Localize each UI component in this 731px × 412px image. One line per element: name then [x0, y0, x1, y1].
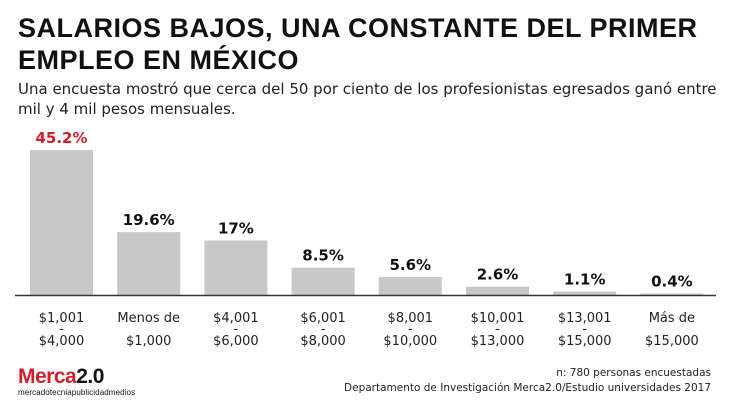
chart-subtitle: Una encuesta mostró que cerca del 50 por…	[18, 80, 717, 118]
value-label-4: 5.6%	[389, 256, 431, 274]
category-label-7: Más de $15,000	[645, 311, 699, 349]
category-label-6: $13,001 -$15,000	[558, 311, 612, 349]
logo-tagline: mercadotecniapublicidadmedios	[18, 388, 136, 397]
bar-1	[117, 232, 181, 295]
sample-size-note: n: 780 personas encuestadas	[556, 367, 711, 379]
category-label-5: $10,001 -$13,000	[471, 311, 525, 349]
value-label-0: 45.2%	[35, 129, 87, 147]
bar-6	[553, 291, 617, 295]
value-label-1: 19.6%	[123, 211, 175, 229]
bar-0	[30, 150, 93, 295]
value-label-3: 8.5%	[302, 247, 344, 265]
category-label-2: $4,001 -$6,000	[213, 311, 259, 349]
merca20-logo: Merca2.0 mercadotecniapublicidadmedios	[18, 366, 138, 402]
source-notes: n: 780 personas encuestadas Departamento…	[344, 366, 711, 396]
chart-title: SALARIOS BAJOS, UNA CONSTANTE DEL PRIMER…	[18, 13, 698, 75]
category-label-1: Menos de $1,000	[117, 311, 180, 349]
logo-wordmark: Merca2.0	[18, 365, 104, 388]
bar-5	[466, 286, 529, 295]
value-label-7: 0.4%	[651, 273, 693, 291]
category-label-0: $1,001 -$4,000	[39, 311, 85, 349]
value-label-6: 1.1%	[564, 270, 606, 288]
value-label-2: 17%	[218, 219, 254, 237]
bar-3	[291, 267, 355, 295]
bar-7	[640, 293, 704, 295]
source-note: Departamento de Investigación Merca2.0/E…	[344, 382, 711, 394]
category-label-4: $8,001 -$10,000	[383, 311, 437, 349]
bar-2	[204, 240, 268, 295]
category-label-3: $6,001 -$8,000	[300, 311, 346, 349]
value-label-5: 2.6%	[477, 266, 519, 284]
bar-4	[378, 277, 442, 295]
